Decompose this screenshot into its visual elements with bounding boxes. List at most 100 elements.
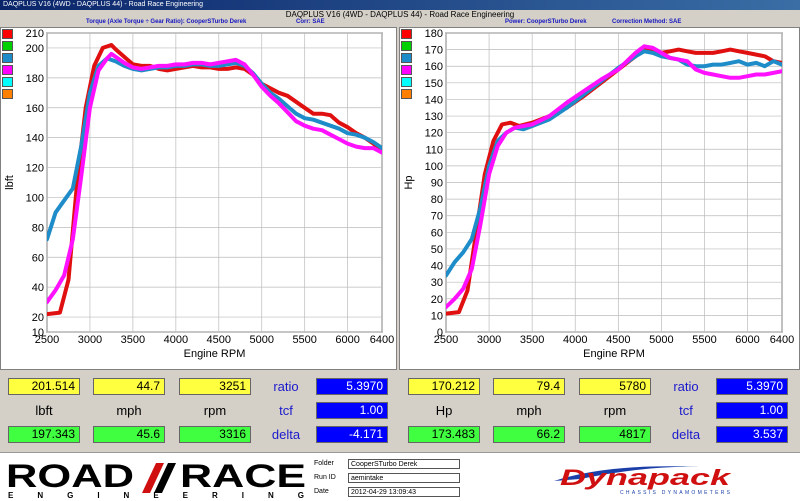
ratio-label: ratio (273, 379, 299, 394)
y-tick-label: 10 (32, 327, 44, 339)
x-tick-label: 6400 (370, 334, 394, 346)
x-tick-label: 3000 (477, 334, 501, 346)
legend-swatch[interactable] (2, 53, 13, 63)
ratio-value: 5.3970 (716, 378, 788, 395)
ratio-label: ratio (673, 379, 699, 394)
torque-chart-panel: 2500 3000 3500 4000 4500 5000 5500 6000 6400 10 20… (0, 27, 397, 370)
x-tick-label: 3500 (121, 334, 145, 346)
y-tick-label: 170 (425, 45, 443, 57)
date-field: 2012-04-29 13:09:43 (348, 487, 460, 497)
y-tick-label: 60 (431, 227, 443, 239)
y-tick-label: 130 (425, 111, 443, 123)
tcf-value: 1.00 (716, 402, 788, 419)
dynapack-logo: Dynapack CHASSIS DYNAMOMETERS (554, 465, 733, 496)
x-tick-label: 4500 (606, 334, 630, 346)
x-tick-label: 4500 (207, 334, 231, 346)
y-tick-label: 50 (431, 244, 443, 256)
folder-field[interactable]: CooperSTurbo Derek (348, 459, 460, 469)
readout-value: 170.212 (408, 378, 480, 395)
x-tick-label: 5000 (250, 334, 274, 346)
legend-swatch[interactable] (2, 77, 13, 87)
unit-label: lbft (35, 403, 53, 418)
readout-value: 45.6 (93, 426, 165, 443)
unit-label: rpm (203, 403, 227, 418)
y-tick-label: 80 (431, 194, 443, 206)
y-tick-label: 100 (26, 192, 44, 204)
y-tick-label: 80 (32, 222, 44, 234)
dyna-sub-text: CHASSIS DYNAMOMETERS (620, 490, 731, 496)
right-info-label: Power: CooperSTurbo Derek (505, 19, 587, 25)
left-info-label: Torque (Axle Torque ÷ Gear Ratio): Coope… (86, 19, 247, 25)
y-tick-label: 30 (431, 277, 443, 289)
right-info-corr: Correction Method: SAE (612, 19, 682, 25)
y-tick-label: 10 (431, 310, 443, 322)
x-tick-label: 6400 (770, 334, 794, 346)
y-tick-label: 150 (425, 78, 443, 90)
power-legend (400, 28, 414, 101)
legend-swatch[interactable] (2, 89, 13, 99)
legend-swatch[interactable] (401, 89, 412, 99)
power-readout: 170.212 79.4 5780 Hp mph rpm 173.483 66.… (400, 372, 800, 450)
x-tick-label: 2500 (434, 334, 458, 346)
plot-area (46, 32, 383, 333)
y-axis-label: Hp (403, 175, 415, 189)
delta-value: 3.537 (716, 426, 788, 443)
x-tick-label: 3000 (78, 334, 102, 346)
logo-road-text: ROAD (6, 458, 134, 494)
runid-field[interactable]: aemintake (348, 473, 460, 483)
readout-value: 66.2 (493, 426, 565, 443)
delta-label: delta (671, 427, 701, 442)
x-tick-label: 4000 (164, 334, 188, 346)
y-tick-label: 20 (32, 312, 44, 324)
power-chart-panel: 2500 3000 3500 4000 4500 5000 5500 6000 6400 0 10 2… (399, 27, 800, 370)
legend-swatch[interactable] (401, 41, 412, 51)
y-tick-label: 160 (26, 103, 44, 115)
y-tick-label: 140 (26, 133, 44, 145)
y-tick-label: 60 (32, 252, 44, 264)
road-race-logo: ROAD RACE E N G I N E E R I N G (6, 458, 306, 499)
legend-swatch[interactable] (401, 65, 412, 75)
readout-value: 201.514 (8, 378, 80, 395)
legend-swatch[interactable] (401, 53, 412, 63)
unit-label: mph (116, 403, 142, 418)
grid (46, 32, 383, 333)
runid-label: Run ID (314, 474, 336, 481)
x-axis-label: Engine RPM (583, 348, 645, 360)
y-tick-label: 110 (425, 144, 443, 156)
y-tick-label: 100 (425, 161, 443, 173)
y-tick-label: 120 (425, 128, 443, 140)
main-title: DAQPLUS V16 (4WD - DAQPLUS 44) - Road Ra… (285, 10, 515, 19)
dyna-brand-text: Dynapack (560, 465, 733, 490)
legend-swatch[interactable] (2, 29, 13, 39)
readout-value: 3316 (179, 426, 251, 443)
tcf-label: tcf (679, 403, 693, 418)
x-tick-label: 6000 (735, 334, 759, 346)
y-tick-label: 180 (425, 28, 443, 40)
readout-value: 44.7 (93, 378, 165, 395)
torque-legend (1, 28, 15, 101)
legend-swatch[interactable] (401, 77, 412, 87)
x-tick-label: 5000 (649, 334, 673, 346)
unit-label: rpm (603, 403, 627, 418)
footer: ROAD RACE E N G I N E E R I N G Folder C… (0, 452, 800, 501)
unit-label: Hp (435, 403, 453, 418)
delta-label: delta (271, 427, 301, 442)
readout-value: 173.483 (408, 426, 480, 443)
x-tick-label: 2500 (35, 334, 59, 346)
legend-swatch[interactable] (2, 65, 13, 75)
legend-swatch[interactable] (401, 29, 412, 39)
legend-swatch[interactable] (2, 41, 13, 51)
tcf-label: tcf (279, 403, 293, 418)
readout-value: 5780 (579, 378, 651, 395)
delta-value: -4.171 (316, 426, 388, 443)
tcf-value: 1.00 (316, 402, 388, 419)
left-info-corr: Corr: SAE (296, 19, 325, 25)
y-tick-label: 0 (437, 327, 443, 339)
y-axis-label: lbft (4, 175, 16, 190)
torque-chart: 2500 3000 3500 4000 4500 5000 5500 6000 6400 10 20… (4, 28, 394, 360)
ratio-value: 5.3970 (316, 378, 388, 395)
y-tick-label: 40 (32, 282, 44, 294)
y-tick-label: 20 (431, 294, 443, 306)
window-title: DAQPLUS V16 (4WD - DAQPLUS 44) - Road Ra… (0, 0, 800, 10)
logo-race-text: RACE (180, 458, 306, 494)
